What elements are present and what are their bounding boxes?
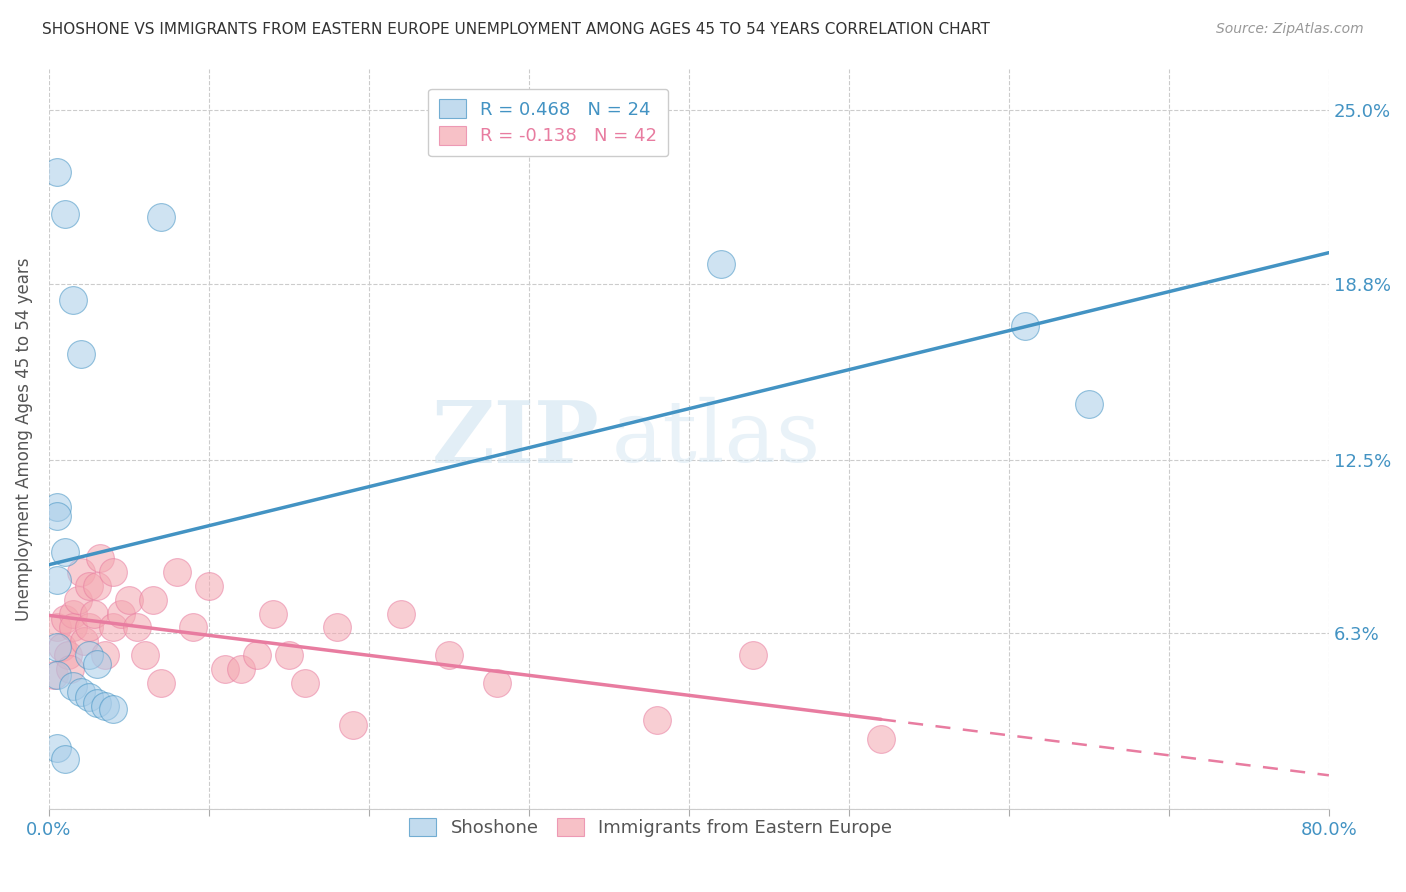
Point — [46, 620, 69, 634]
Point — [46, 640, 69, 654]
Point — [485, 676, 508, 690]
Text: atlas: atlas — [612, 397, 821, 481]
Point — [214, 662, 236, 676]
Point — [83, 607, 105, 621]
Point — [278, 648, 301, 663]
Text: Source: ZipAtlas.com: Source: ZipAtlas.com — [1216, 22, 1364, 37]
Point — [326, 620, 349, 634]
Point — [86, 578, 108, 592]
Point — [94, 648, 117, 663]
Point — [46, 500, 69, 515]
Point — [198, 578, 221, 592]
Point — [46, 573, 69, 587]
Point — [181, 620, 204, 634]
Point — [101, 565, 124, 579]
Point — [262, 607, 284, 621]
Point — [645, 713, 668, 727]
Point — [101, 620, 124, 634]
Point — [42, 668, 65, 682]
Point — [53, 545, 76, 559]
Point — [70, 565, 93, 579]
Point — [53, 207, 76, 221]
Point — [59, 662, 82, 676]
Point — [77, 620, 100, 634]
Text: SHOSHONE VS IMMIGRANTS FROM EASTERN EUROPE UNEMPLOYMENT AMONG AGES 45 TO 54 YEAR: SHOSHONE VS IMMIGRANTS FROM EASTERN EURO… — [42, 22, 990, 37]
Y-axis label: Unemployment Among Ages 45 to 54 years: Unemployment Among Ages 45 to 54 years — [15, 257, 32, 621]
Point — [134, 648, 156, 663]
Point — [142, 592, 165, 607]
Point — [149, 210, 172, 224]
Point — [86, 696, 108, 710]
Point — [437, 648, 460, 663]
Point — [101, 701, 124, 715]
Point — [73, 634, 96, 648]
Point — [110, 607, 132, 621]
Point — [389, 607, 412, 621]
Point — [149, 676, 172, 690]
Point — [1077, 397, 1099, 411]
Point — [77, 648, 100, 663]
Point — [62, 607, 84, 621]
Point — [62, 620, 84, 634]
Point — [125, 620, 148, 634]
Point — [46, 165, 69, 179]
Point — [1014, 318, 1036, 333]
Point — [51, 640, 73, 654]
Point — [70, 685, 93, 699]
Point — [46, 740, 69, 755]
Legend: Shoshone, Immigrants from Eastern Europe: Shoshone, Immigrants from Eastern Europe — [402, 811, 900, 845]
Point — [294, 676, 316, 690]
Point — [742, 648, 765, 663]
Point — [77, 690, 100, 705]
Point — [246, 648, 269, 663]
Point — [118, 592, 141, 607]
Point — [46, 508, 69, 523]
Point — [86, 657, 108, 671]
Point — [66, 592, 89, 607]
Text: ZIP: ZIP — [432, 397, 599, 481]
Point — [229, 662, 252, 676]
Point — [56, 648, 79, 663]
Point — [94, 698, 117, 713]
Point — [46, 668, 69, 682]
Point — [70, 346, 93, 360]
Point — [62, 293, 84, 308]
Point — [62, 679, 84, 693]
Point — [89, 550, 111, 565]
Point — [342, 718, 364, 732]
Point — [53, 752, 76, 766]
Point — [77, 578, 100, 592]
Point — [710, 257, 733, 271]
Point — [53, 612, 76, 626]
Point — [166, 565, 188, 579]
Point — [870, 732, 893, 747]
